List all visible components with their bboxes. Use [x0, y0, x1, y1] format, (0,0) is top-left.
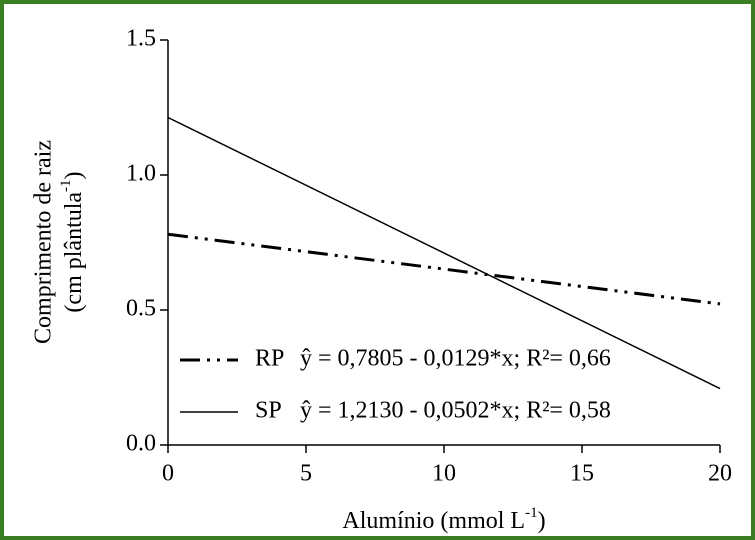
y-axis-label: Comprimento de raiz (cm plântula-1): [31, 140, 87, 344]
y-label-text: (cm plântula: [61, 192, 87, 313]
x-label-sup: -1: [525, 505, 538, 521]
y-label-end: ): [61, 171, 87, 179]
legend-name: SP: [255, 398, 282, 424]
y-label-sup: -1: [58, 179, 74, 192]
x-tick-label: 15: [570, 461, 594, 487]
x-tick-label: 5: [300, 461, 312, 487]
x-label-end: ): [538, 508, 546, 534]
legend-equation: ŷ = 1,2130 - 0,0502*x; R²= 0,58: [300, 398, 611, 424]
y-label-line2: (cm plântula-1): [58, 171, 86, 312]
legend-equation: ŷ = 0,7805 - 0,0129*x; R²= 0,66: [300, 346, 611, 372]
x-label-text: Alumínio (mmol L: [342, 508, 525, 534]
legend-name: RP: [255, 346, 284, 372]
y-tick-label: 1.0: [126, 161, 156, 187]
x-axis-label: Alumínio (mmol L-1): [342, 505, 545, 533]
x-tick-label: 10: [432, 461, 456, 487]
series-line: [167, 116, 721, 390]
y-tick-label: 0.5: [126, 296, 156, 322]
y-tick-label: 1.5: [126, 26, 156, 52]
x-tick-label: 20: [708, 461, 732, 487]
y-tick-label: 0.0: [126, 431, 156, 457]
y-label-line1: Comprimento de raiz: [31, 140, 57, 344]
x-tick-label: 0: [162, 461, 174, 487]
